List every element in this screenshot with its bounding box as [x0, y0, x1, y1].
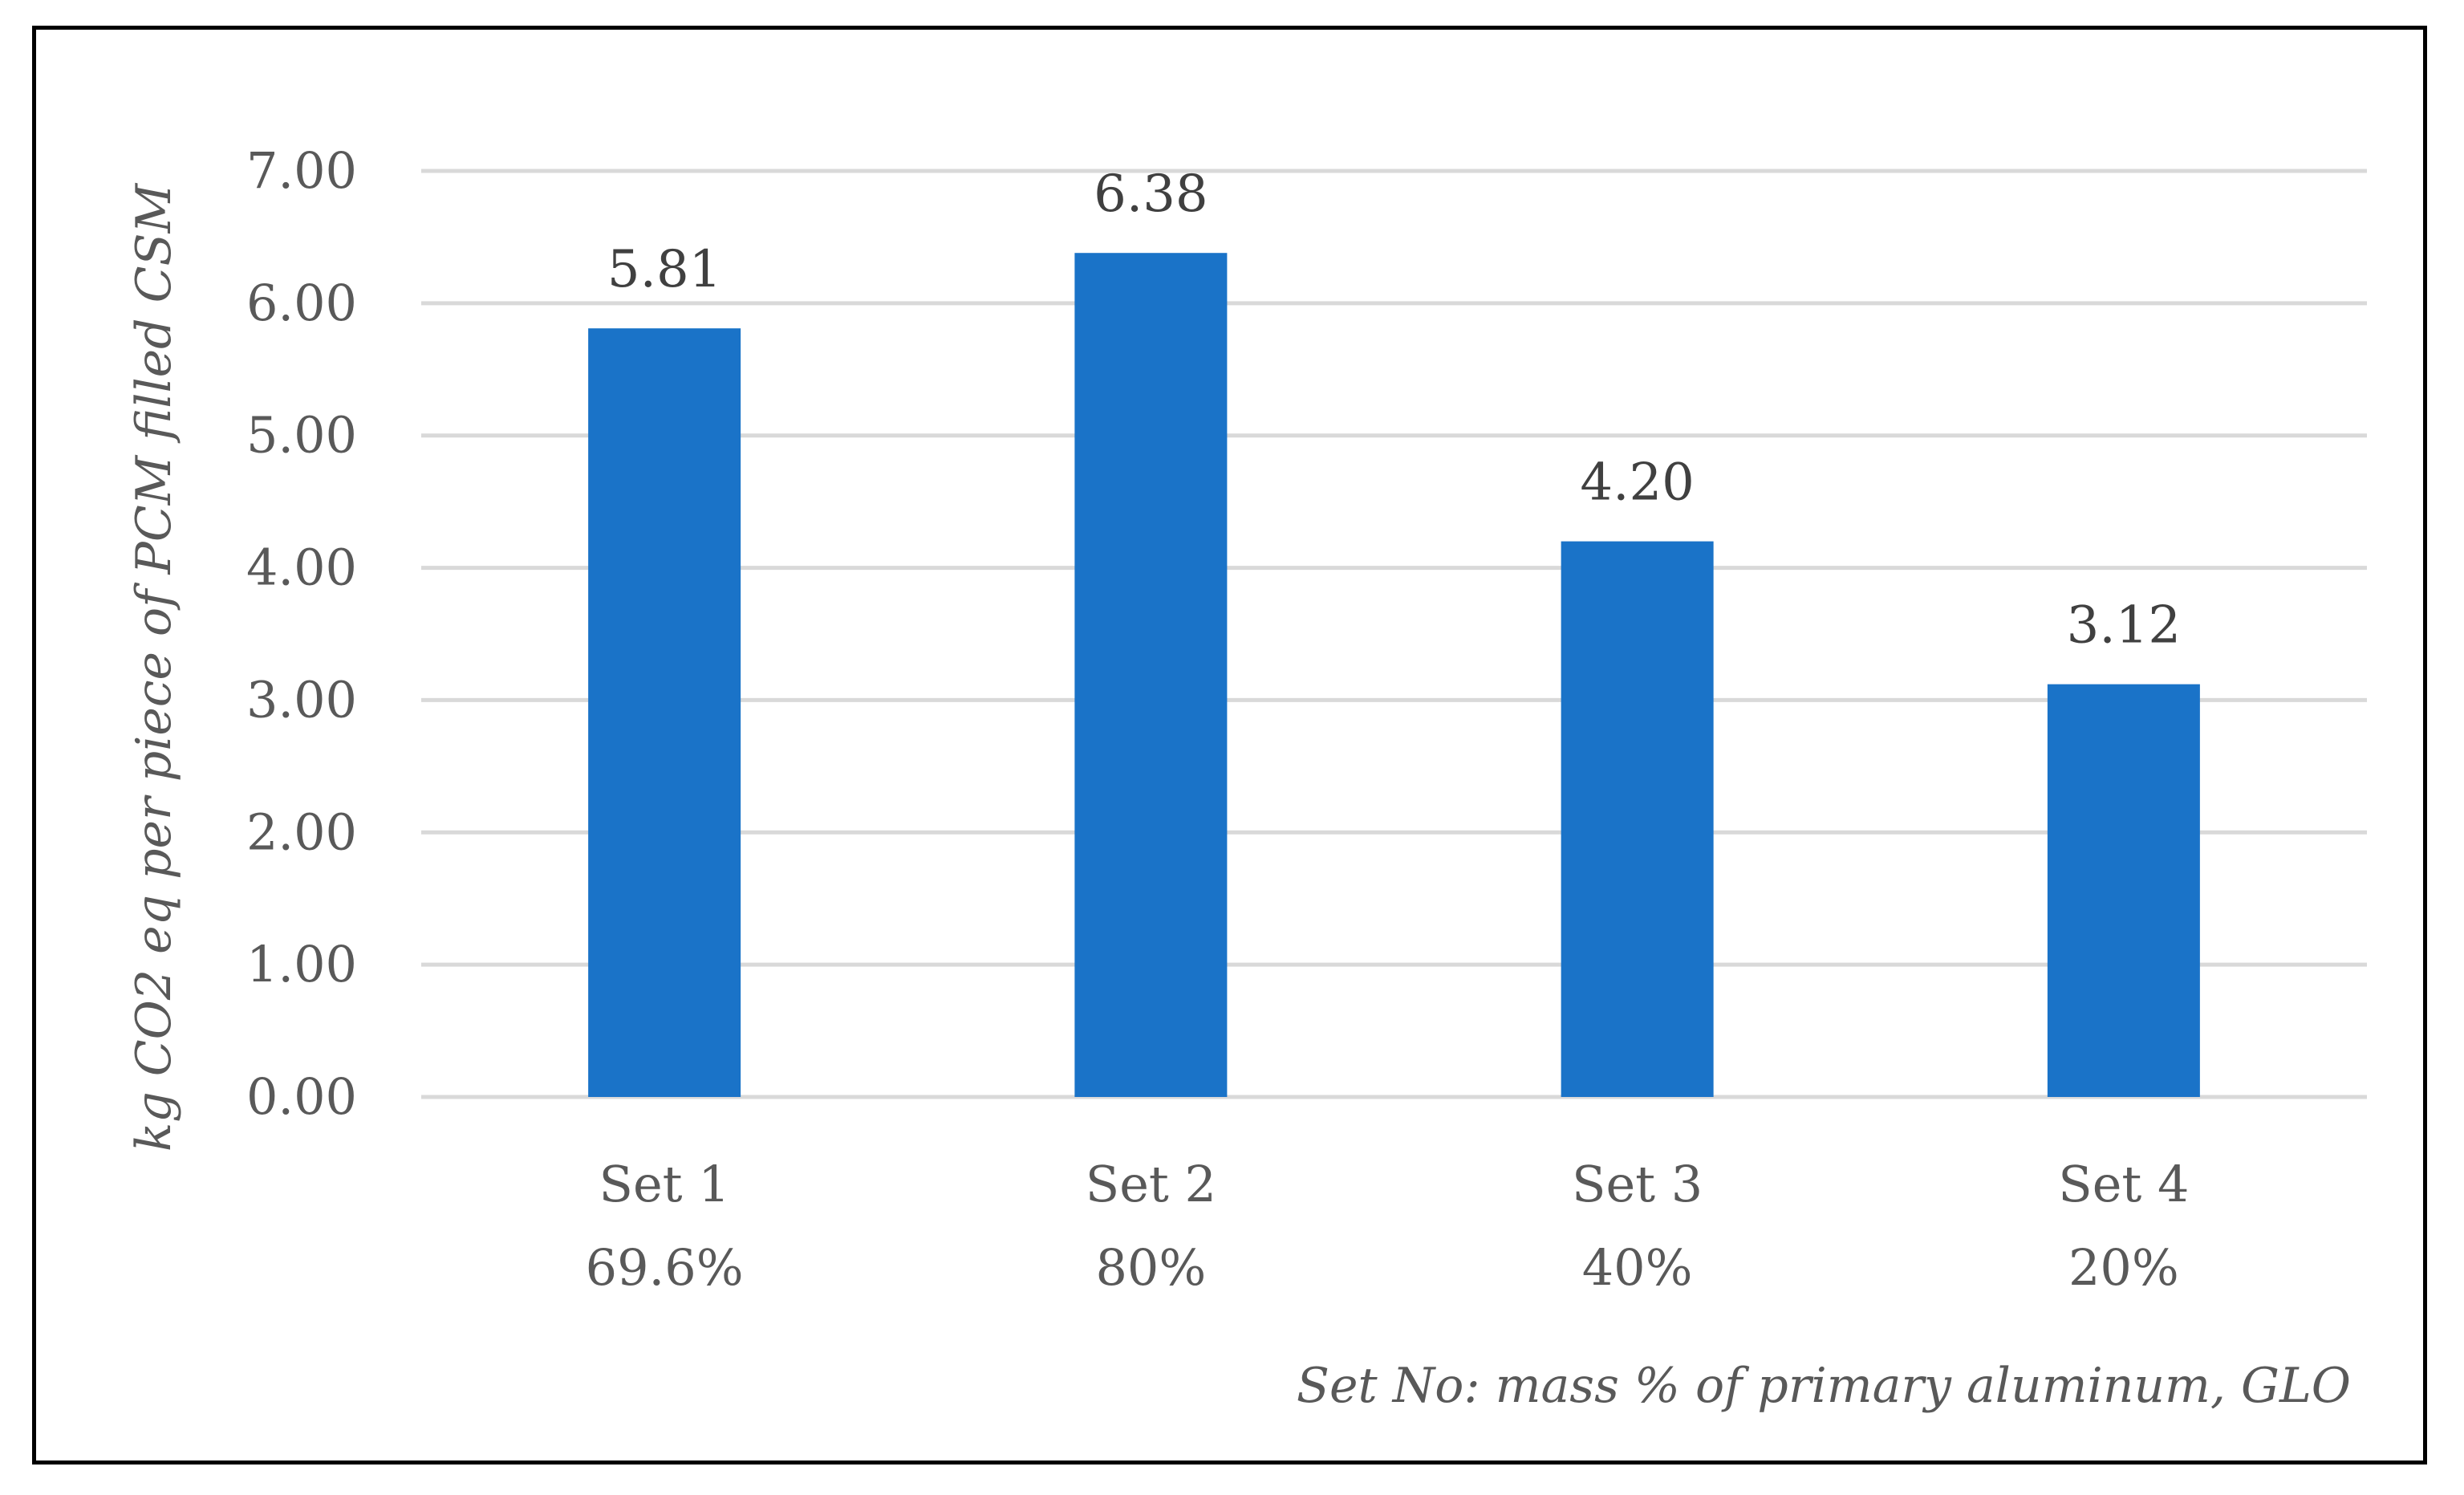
x-tick-sublabel: 80% [1095, 1238, 1206, 1297]
y-tick-label: 1.00 [246, 935, 357, 993]
y-tick-label: 7.00 [246, 141, 357, 200]
bar-set-2 [1074, 253, 1228, 1097]
bars [588, 253, 2200, 1097]
x-axis-ticks: Set 1 69.6% Set 2 80% Set 3 40% Set 4 20% [586, 1155, 2190, 1297]
data-label: 4.20 [1580, 453, 1695, 513]
data-labels: 5.81 6.38 4.20 3.12 [607, 165, 2181, 655]
gridlines [421, 169, 2367, 1099]
y-tick-label: 4.00 [246, 538, 357, 597]
x-tick-sublabel: 69.6% [586, 1238, 744, 1297]
y-axis-title: kg CO2 eq per piece of PCM filled CSM [126, 182, 182, 1152]
x-tick-label: Set 1 [599, 1155, 730, 1213]
data-label: 6.38 [1094, 165, 1208, 224]
bar-set-1 [588, 328, 741, 1097]
x-tick-sublabel: 40% [1582, 1238, 1693, 1297]
y-tick-label: 6.00 [246, 274, 357, 332]
y-tick-label: 2.00 [246, 802, 357, 861]
bar-set-4 [2047, 684, 2200, 1097]
bar-set-3 [1561, 541, 1714, 1097]
data-label: 3.12 [2067, 596, 2182, 656]
y-tick-label: 5.00 [246, 406, 357, 465]
data-label: 5.81 [607, 240, 722, 299]
x-axis-title: Set No: mass % of primary aluminum, GLO [1297, 1358, 2351, 1414]
y-axis-ticks: 0.00 1.00 2.00 3.00 4.00 5.00 6.00 7.00 [246, 141, 357, 1126]
y-tick-label: 3.00 [246, 670, 357, 729]
x-tick-label: Set 3 [1572, 1155, 1703, 1213]
x-tick-sublabel: 20% [2068, 1238, 2179, 1297]
y-tick-label: 0.00 [246, 1067, 357, 1126]
chart-frame [32, 26, 2427, 1465]
x-tick-label: Set 4 [2058, 1155, 2189, 1213]
x-tick-label: Set 2 [1086, 1155, 1216, 1213]
